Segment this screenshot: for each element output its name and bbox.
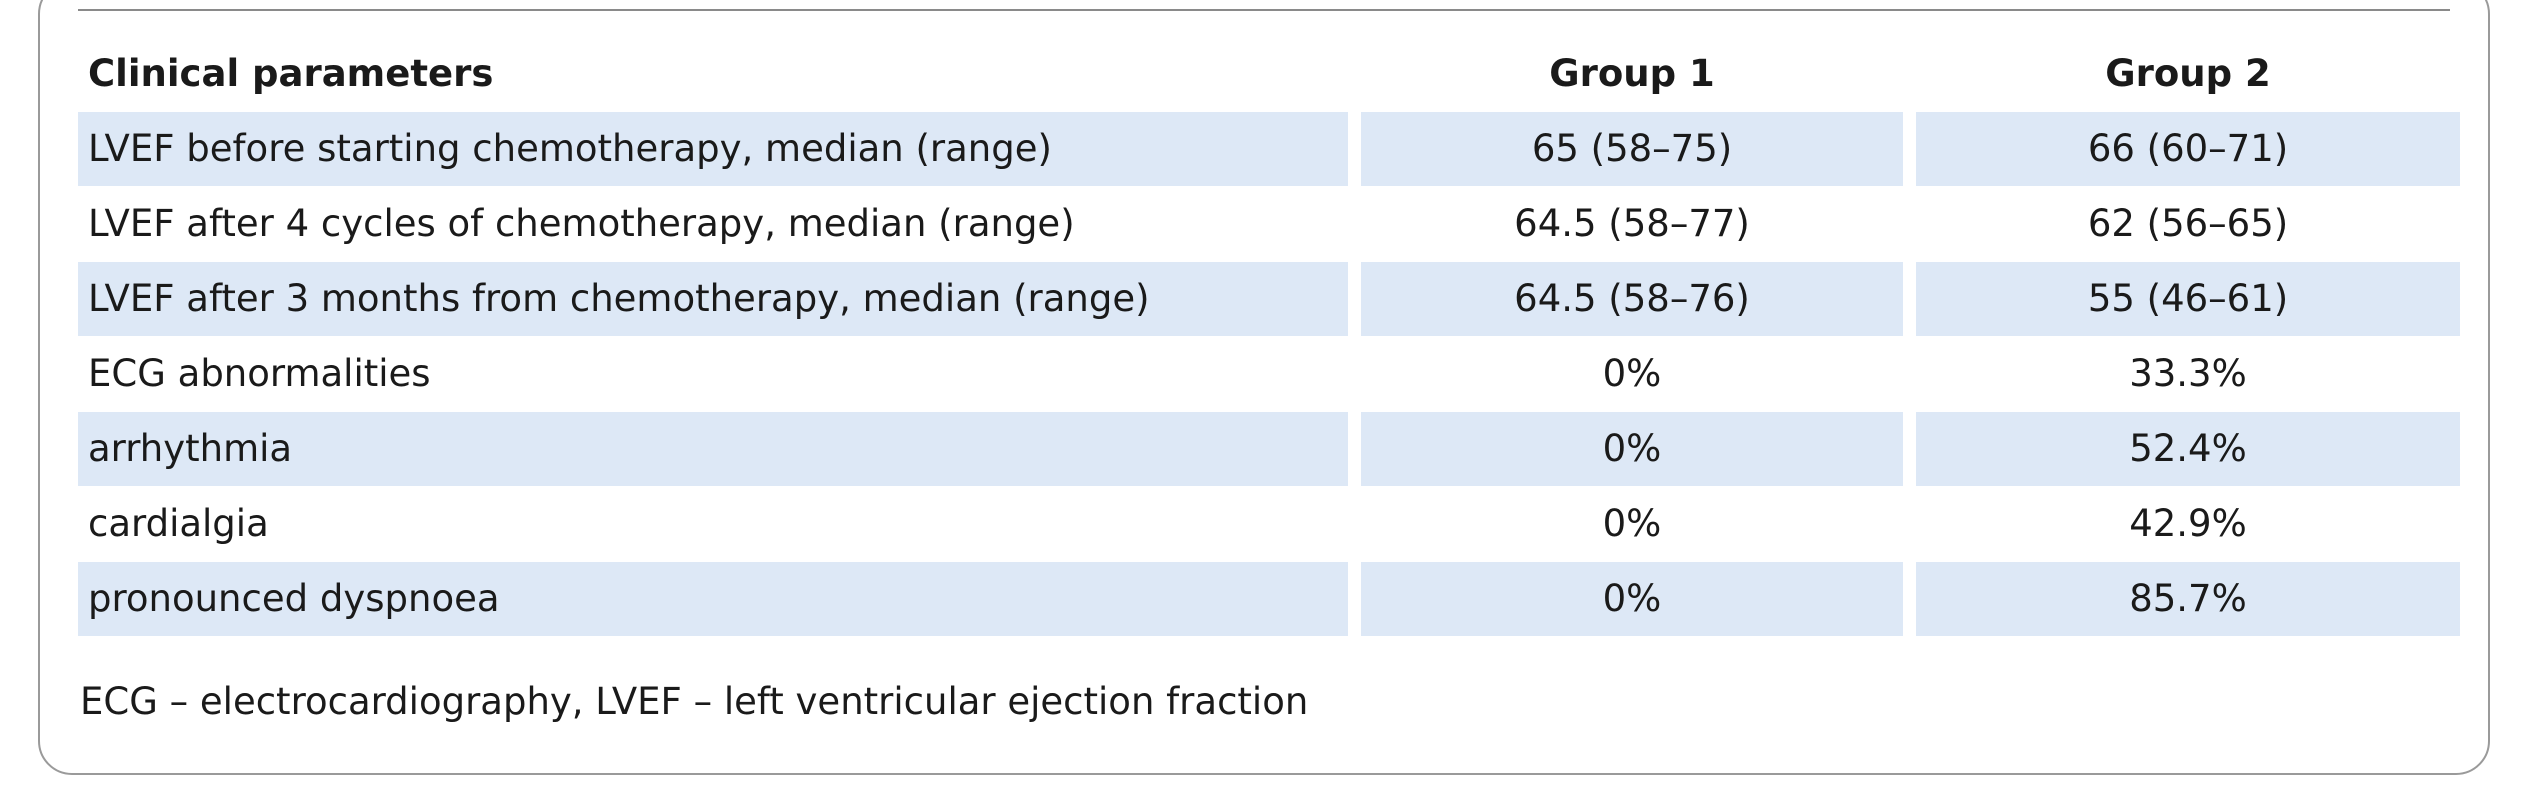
row-parameter: cardialgia (78, 486, 1348, 561)
top-rule (78, 9, 2450, 11)
row-group-1-value: 0% (1361, 561, 1903, 636)
header-clinical-parameters: Clinical parameters (88, 52, 494, 95)
table-row: pronounced dyspnoea 0% 85.7% (78, 561, 2460, 636)
row-group-2-value: 62 (56–65) (1916, 186, 2460, 261)
table-row: arrhythmia 0% 52.4% (78, 411, 2460, 486)
row-group-2-value: 85.7% (1916, 561, 2460, 636)
row-group-2-value: 33.3% (1916, 336, 2460, 411)
row-parameter: ECG abnormalities (78, 336, 1348, 411)
table-row: LVEF after 3 months from chemotherapy, m… (78, 261, 2460, 336)
row-group-1-value: 64.5 (58–77) (1361, 186, 1903, 261)
row-group-2-value: 52.4% (1916, 411, 2460, 486)
row-group-1-value: 64.5 (58–76) (1361, 261, 1903, 336)
clinical-parameters-table: Clinical parameters Group 1 Group 2 LVEF… (65, 37, 2473, 636)
row-parameter: LVEF after 4 cycles of chemotherapy, med… (78, 186, 1348, 261)
header-group-1: Group 1 (1549, 52, 1715, 95)
row-group-1-value: 0% (1361, 486, 1903, 561)
table-row: ECG abnormalities 0% 33.3% (78, 336, 2460, 411)
table-row: cardialgia 0% 42.9% (78, 486, 2460, 561)
table-row: LVEF before starting chemotherapy, media… (78, 111, 2460, 186)
row-group-1-value: 0% (1361, 336, 1903, 411)
row-parameter: LVEF after 3 months from chemotherapy, m… (78, 261, 1348, 336)
row-group-1-value: 0% (1361, 411, 1903, 486)
row-group-2-value: 66 (60–71) (1916, 111, 2460, 186)
table-row: LVEF after 4 cycles of chemotherapy, med… (78, 186, 2460, 261)
row-parameter: LVEF before starting chemotherapy, media… (78, 111, 1348, 186)
row-group-1-value: 65 (58–75) (1361, 111, 1903, 186)
row-parameter: pronounced dyspnoea (78, 561, 1348, 636)
table-header-row: Clinical parameters Group 1 Group 2 (78, 37, 2460, 111)
header-group-2: Group 2 (2105, 52, 2271, 95)
table-footnote: ECG – electrocardiography, LVEF – left v… (80, 680, 1309, 723)
row-group-2-value: 42.9% (1916, 486, 2460, 561)
row-parameter: arrhythmia (78, 411, 1348, 486)
table-frame (38, 0, 2490, 775)
row-group-2-value: 55 (46–61) (1916, 261, 2460, 336)
